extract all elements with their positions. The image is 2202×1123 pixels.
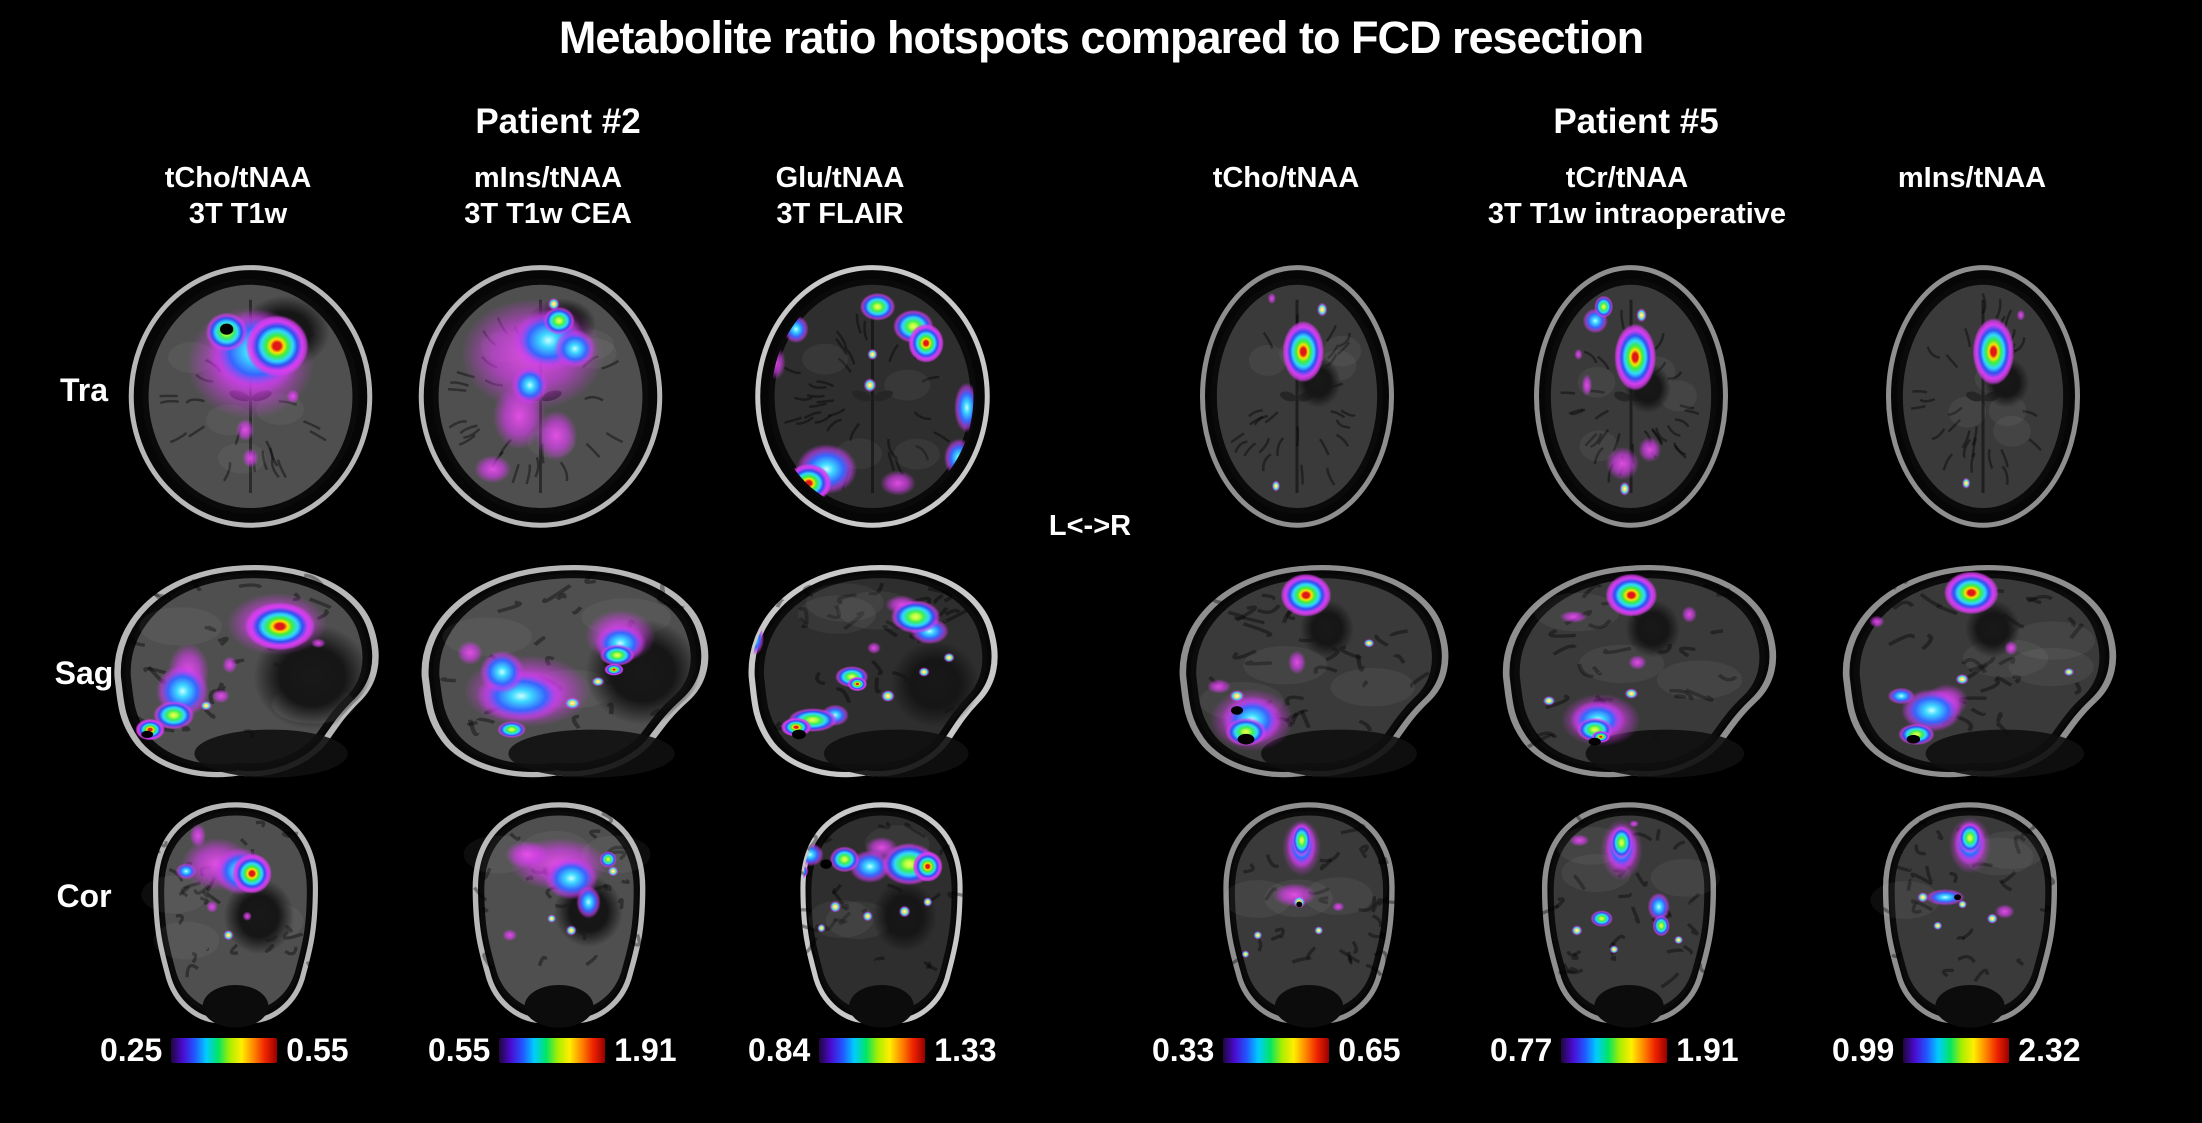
- modality-label: 3T T1w: [188, 198, 288, 230]
- row-label-cor: Cor: [56, 878, 112, 914]
- colorbar-max: 0.55: [286, 1032, 349, 1068]
- colorbar-max: 0.65: [1338, 1032, 1401, 1068]
- colorbar-p2-mins: 0.55 1.91: [428, 1032, 677, 1068]
- p5-modality-note: 3T T1w intraoperative: [1487, 198, 1787, 230]
- mri-p5-cor-col3: [1866, 802, 2058, 1028]
- col-head-p5-tcho: tCho/tNAA: [1136, 160, 1436, 196]
- colorbar-min: 0.99: [1832, 1032, 1895, 1068]
- ratio-label: tCho/tNAA: [164, 162, 312, 194]
- mri-p2-sag-col1: [114, 565, 379, 778]
- colorbar-max: 1.33: [934, 1032, 997, 1068]
- mri-p5-tra-col1: [1200, 265, 1394, 528]
- colorbar-min: 0.84: [748, 1032, 811, 1068]
- mri-p2-tra-col2: [418, 265, 663, 528]
- colorbar-max: 2.32: [2018, 1032, 2081, 1068]
- col-head-p2-glu: Glu/tNAA 3T FLAIR: [690, 160, 990, 232]
- mri-p2-cor-col3: [790, 802, 971, 1028]
- ratio-label: tCr/tNAA: [1565, 162, 1689, 194]
- colorbar-p5-tcho: 0.33 0.65: [1152, 1032, 1401, 1068]
- ratio-label: mIns/tNAA: [1897, 162, 2047, 194]
- mri-p5-sag-col2: [1502, 565, 1777, 778]
- mri-p5-sag-col1: [1179, 565, 1449, 778]
- colorbar-gradient: [1561, 1037, 1668, 1063]
- row-label-tra: Tra: [59, 372, 109, 408]
- mri-p2-tra-col1: [128, 265, 373, 528]
- row-label-sag: Sag: [54, 655, 114, 691]
- colorbar-max: 1.91: [614, 1032, 677, 1068]
- patient5-label: Patient #5: [1553, 102, 1719, 141]
- mri-p5-tra-col3: [1886, 265, 2080, 528]
- ratio-label: mIns/tNAA: [473, 162, 623, 194]
- mri-p2-cor-col1: [141, 802, 326, 1028]
- colorbar-min: 0.25: [100, 1032, 163, 1068]
- mri-p2-cor-col2: [463, 802, 651, 1028]
- colorbar-max: 1.91: [1676, 1032, 1739, 1068]
- mri-p2-sag-col2: [421, 565, 709, 778]
- figure-title: Metabolite ratio hotspots compared to FC…: [558, 12, 1644, 63]
- modality-label: 3T T1w CEA: [464, 198, 632, 230]
- colorbar-min: 0.33: [1152, 1032, 1215, 1068]
- colorbar-p5-mins: 0.99 2.32: [1832, 1032, 2081, 1068]
- mri-p5-cor-col2: [1528, 802, 1721, 1028]
- colorbar-min: 0.55: [428, 1032, 491, 1068]
- mri-p5-tra-col2: [1534, 265, 1728, 528]
- ratio-label: tCho/tNAA: [1212, 162, 1360, 194]
- colorbar-gradient: [499, 1037, 606, 1063]
- col-head-p2-mins: mIns/tNAA 3T T1w CEA: [398, 160, 698, 232]
- mri-p5-sag-col3: [1842, 565, 2117, 778]
- mri-p2-tra-col3: [755, 265, 990, 528]
- ratio-label: Glu/tNAA: [775, 162, 905, 194]
- colorbar-gradient: [171, 1037, 278, 1063]
- col-head-p5-mins: mIns/tNAA: [1822, 160, 2122, 196]
- orientation-label: L<->R: [1048, 510, 1132, 542]
- colorbar-gradient: [819, 1037, 926, 1063]
- colorbar-min: 0.77: [1490, 1032, 1553, 1068]
- col-head-p2-tcho: tCho/tNAA 3T T1w: [88, 160, 388, 232]
- colorbar-p2-tcho: 0.25 0.55: [100, 1032, 349, 1068]
- patient2-label: Patient #2: [475, 102, 641, 141]
- colorbar-p2-glu: 0.84 1.33: [748, 1032, 997, 1068]
- mri-p5-cor-col1: [1219, 802, 1402, 1028]
- colorbar-p5-tcr: 0.77 1.91: [1490, 1032, 1739, 1068]
- colorbar-gradient: [1903, 1037, 2010, 1063]
- mri-p2-sag-col3: [748, 565, 998, 778]
- col-head-p5-tcr: tCr/tNAA: [1477, 160, 1777, 196]
- colorbar-gradient: [1223, 1037, 1330, 1063]
- modality-label: 3T FLAIR: [776, 198, 904, 230]
